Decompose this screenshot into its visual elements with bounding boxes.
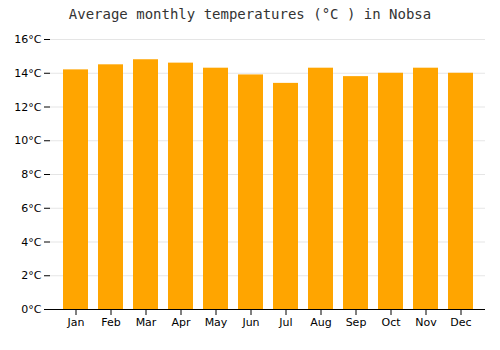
svg-text:May: May [205, 316, 228, 329]
svg-text:8°C: 8°C [21, 168, 41, 181]
svg-text:0°C: 0°C [21, 303, 41, 316]
svg-text:12°C: 12°C [14, 101, 41, 114]
svg-text:Jun: Jun [241, 316, 259, 329]
svg-text:10°C: 10°C [14, 134, 41, 147]
svg-text:14°C: 14°C [14, 67, 41, 80]
html-text:Average monthly temperatures (: Average monthly temperatures (°C ) in No… [68, 6, 432, 22]
svg-text:16°C: 16°C [14, 33, 41, 46]
svg-text:Jul: Jul [278, 316, 292, 329]
svg-text:Nov: Nov [415, 316, 437, 329]
svg-text:Jan: Jan [67, 316, 85, 329]
svg-text:Feb: Feb [101, 316, 120, 329]
svg-text:6°C: 6°C [21, 202, 41, 215]
svg-text:Mar: Mar [136, 316, 157, 329]
svg-text:Apr: Apr [171, 316, 191, 329]
svg-text:Aug: Aug [310, 316, 331, 329]
svg-text:Oct: Oct [381, 316, 401, 329]
svg-text:2°C: 2°C [21, 269, 41, 282]
svg-text:4°C: 4°C [21, 236, 41, 249]
svg-text:Dec: Dec [450, 316, 471, 329]
svg-text:Sep: Sep [346, 316, 367, 329]
